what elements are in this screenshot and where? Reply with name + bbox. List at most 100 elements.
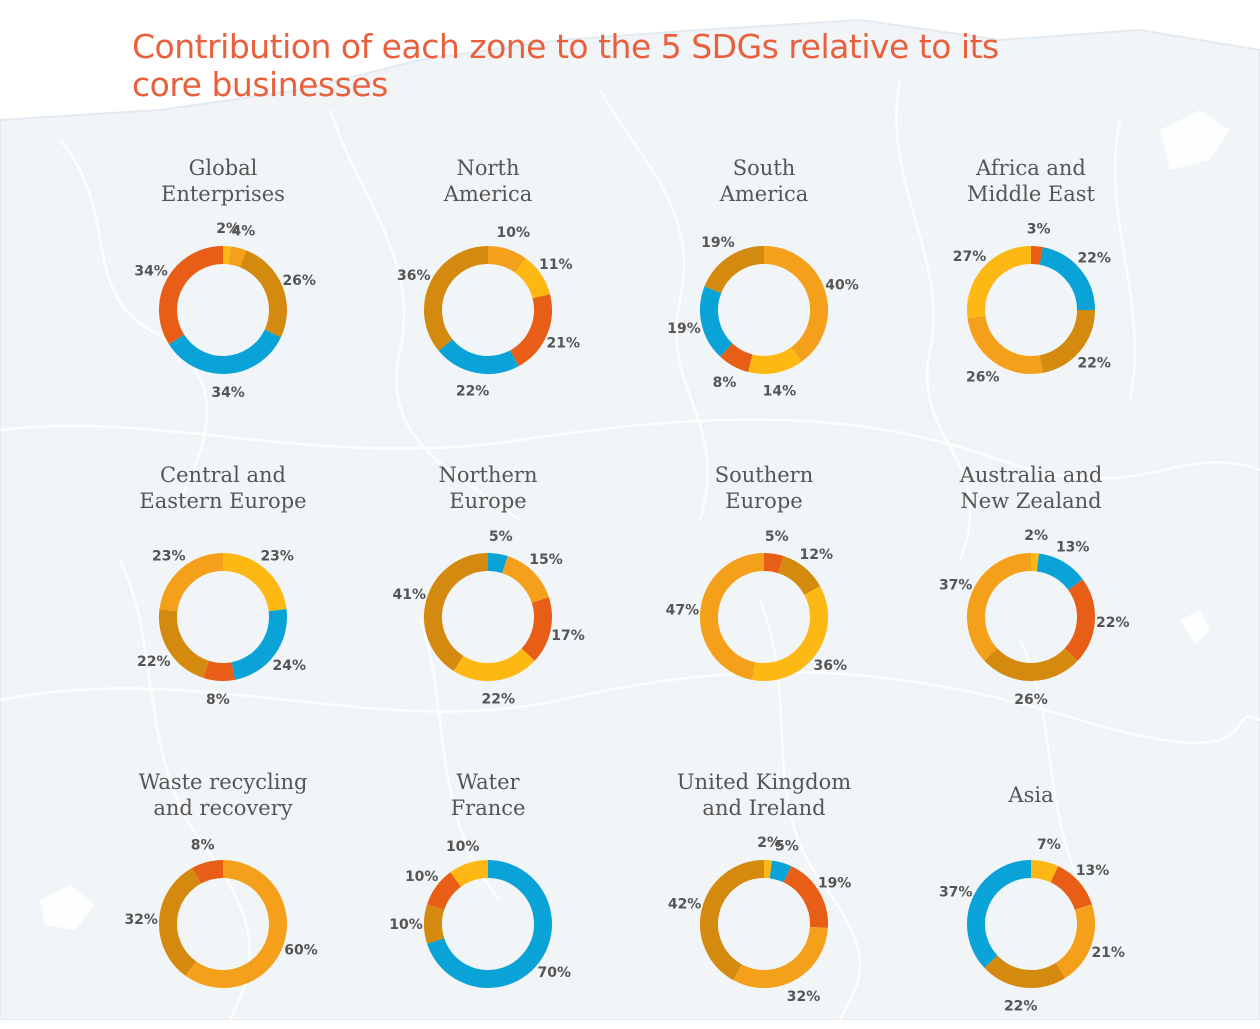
slice-percent-label: 23% xyxy=(152,549,186,565)
slice-percent-label: 36% xyxy=(814,658,848,674)
donut-slice xyxy=(787,874,819,927)
donut-slice xyxy=(1054,874,1083,907)
slice-percent-label: 7% xyxy=(1037,837,1061,853)
slice-percent-label: 70% xyxy=(538,965,572,981)
slice-percent-label: 4% xyxy=(232,224,256,240)
donut-svg: 60% 32% 8% xyxy=(73,769,373,1029)
slice-percent-label: 42% xyxy=(668,897,702,913)
donut-slice xyxy=(709,290,726,350)
donut-slice xyxy=(206,669,233,672)
slice-percent-label: 34% xyxy=(134,264,168,280)
donut-slice xyxy=(976,869,1031,962)
slice-percent-label: 11% xyxy=(539,257,573,273)
donut-slice xyxy=(750,355,796,366)
slice-percent-label: 27% xyxy=(953,249,987,265)
donut-slice xyxy=(764,562,781,565)
donut-slice xyxy=(709,869,764,972)
donut-slice xyxy=(515,296,543,358)
slice-percent-label: 3% xyxy=(1027,221,1051,237)
donut-slice xyxy=(168,610,206,669)
donut-slice xyxy=(976,562,1031,655)
slice-percent-label: 8% xyxy=(713,375,737,391)
donut-slice xyxy=(738,927,819,979)
slice-percent-label: 40% xyxy=(825,278,859,294)
donut-svg: 2%13%22%26%37% xyxy=(881,462,1181,722)
donut-slice xyxy=(709,562,764,671)
page-title: Contribution of each zone to the 5 SDGs … xyxy=(132,28,1032,104)
donut-slice xyxy=(976,317,1041,365)
donut-slice xyxy=(168,255,223,339)
donut-slice xyxy=(713,255,764,290)
donut-svg: 2%4%26%34%34% xyxy=(73,155,373,415)
slice-percent-label: 2% xyxy=(1024,528,1048,544)
donut-slice xyxy=(168,562,223,610)
donut-slice xyxy=(191,869,278,979)
donut-slice xyxy=(781,565,812,591)
donut-slice xyxy=(197,869,224,876)
slice-percent-label: 37% xyxy=(939,884,973,900)
slice-percent-label: 14% xyxy=(763,384,797,400)
slice-percent-label: 22% xyxy=(1077,251,1111,267)
donut-slice xyxy=(433,255,488,345)
slice-percent-label: 15% xyxy=(529,552,563,568)
donut-slice xyxy=(456,869,488,880)
slice-percent-label: 47% xyxy=(666,602,700,618)
slice-percent-label: 8% xyxy=(191,838,215,854)
slice-percent-label: 19% xyxy=(701,235,735,251)
slice-percent-label: 37% xyxy=(939,577,973,593)
slice-percent-label: 10% xyxy=(389,917,423,933)
donut-svg: 40%14%8%19%19% xyxy=(614,155,914,415)
donut-slice xyxy=(233,610,278,671)
slice-percent-label: 34% xyxy=(211,385,245,401)
slice-percent-label: 22% xyxy=(137,654,171,670)
donut-slice xyxy=(446,345,515,365)
donut-slice xyxy=(771,869,788,874)
slice-percent-label: 10% xyxy=(497,225,531,241)
slice-percent-label: 22% xyxy=(1077,355,1111,371)
slice-percent-label: 26% xyxy=(1014,692,1048,708)
donut-svg: 5% 12% 36% 47% xyxy=(614,462,914,722)
donut-svg: 23%24%8%22%23% xyxy=(73,462,373,722)
donut-svg: 2%5%19%32%42% xyxy=(614,769,914,1029)
donut-slice xyxy=(764,255,819,355)
donut-slice xyxy=(433,907,436,941)
donut-slice xyxy=(243,259,278,334)
donut-slice xyxy=(1031,869,1054,874)
slice-percent-label: 23% xyxy=(260,549,294,565)
slice-percent-label: 10% xyxy=(405,869,439,885)
slice-percent-label: 12% xyxy=(800,547,834,563)
slice-percent-label: 26% xyxy=(282,273,316,289)
donut-slice xyxy=(1071,585,1086,655)
donut-svg: 3% 22% 22% 26% 27% xyxy=(881,155,1181,415)
donut-slice xyxy=(168,876,197,969)
slice-percent-label: 32% xyxy=(124,912,158,928)
slice-percent-label: 21% xyxy=(547,336,581,352)
donut-svg: 5%15%17%22%41% xyxy=(338,462,638,722)
slice-percent-label: 13% xyxy=(1076,863,1110,879)
donut-slice xyxy=(1038,562,1076,584)
slice-percent-label: 5% xyxy=(775,838,799,854)
slice-percent-label: 19% xyxy=(818,875,852,891)
slice-percent-label: 60% xyxy=(284,942,318,958)
slice-percent-label: 10% xyxy=(446,839,480,855)
donut-slice xyxy=(230,255,243,258)
donut-slice xyxy=(436,880,456,908)
donut-slice xyxy=(433,562,488,663)
slice-percent-label: 5% xyxy=(765,529,789,545)
slice-percent-label: 22% xyxy=(1004,998,1038,1014)
donut-slice xyxy=(1060,907,1086,970)
slice-percent-label: 22% xyxy=(456,384,490,400)
slice-percent-label: 17% xyxy=(551,628,585,644)
slice-percent-label: 26% xyxy=(966,369,1000,385)
donut-slice xyxy=(528,600,543,655)
donut-slice xyxy=(459,655,529,672)
slice-percent-label: 41% xyxy=(393,587,427,603)
